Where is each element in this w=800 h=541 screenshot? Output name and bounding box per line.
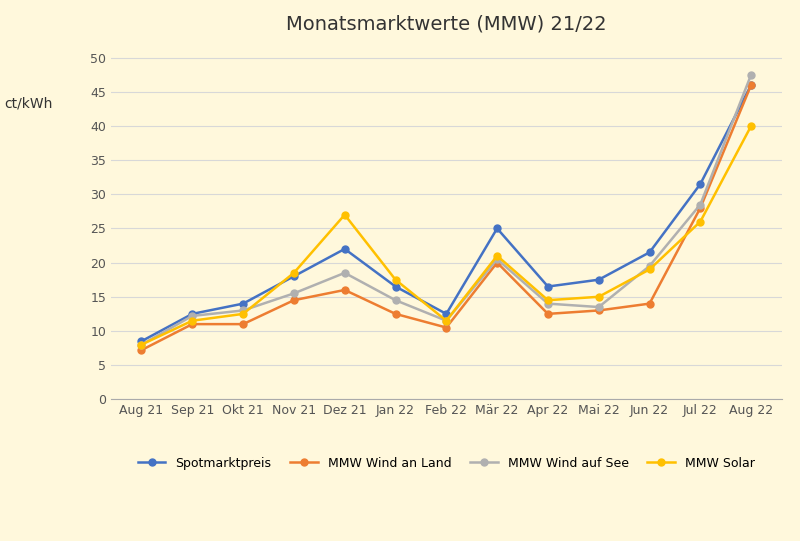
Spotmarktpreis	[289, 273, 298, 280]
MMW Wind auf See	[543, 300, 553, 307]
Legend: Spotmarktpreis, MMW Wind an Land, MMW Wind auf See, MMW Solar: Spotmarktpreis, MMW Wind an Land, MMW Wi…	[133, 452, 760, 475]
MMW Wind an Land	[746, 82, 756, 88]
Spotmarktpreis	[187, 311, 197, 317]
Spotmarktpreis	[390, 283, 400, 290]
MMW Wind an Land	[695, 204, 705, 211]
Spotmarktpreis	[746, 82, 756, 88]
Text: ct/kWh: ct/kWh	[4, 97, 52, 111]
MMW Wind an Land	[289, 297, 298, 304]
Spotmarktpreis	[340, 246, 350, 252]
MMW Solar	[492, 253, 502, 259]
MMW Wind an Land	[594, 307, 603, 314]
Spotmarktpreis	[594, 276, 603, 283]
MMW Solar	[340, 212, 350, 218]
MMW Wind an Land	[137, 347, 146, 353]
Line: MMW Wind auf See: MMW Wind auf See	[138, 71, 754, 348]
MMW Solar	[442, 318, 451, 324]
MMW Wind an Land	[238, 321, 248, 327]
MMW Wind auf See	[390, 297, 400, 304]
Line: MMW Solar: MMW Solar	[138, 122, 754, 348]
Spotmarktpreis	[645, 249, 654, 255]
MMW Solar	[746, 123, 756, 129]
MMW Wind auf See	[645, 263, 654, 269]
MMW Wind an Land	[492, 259, 502, 266]
MMW Solar	[543, 297, 553, 304]
MMW Wind auf See	[442, 318, 451, 324]
MMW Wind auf See	[238, 307, 248, 314]
MMW Solar	[187, 318, 197, 324]
MMW Wind auf See	[492, 256, 502, 262]
Spotmarktpreis	[238, 300, 248, 307]
MMW Wind auf See	[289, 290, 298, 296]
MMW Wind auf See	[746, 71, 756, 78]
Line: Spotmarktpreis: Spotmarktpreis	[138, 82, 754, 345]
MMW Solar	[645, 266, 654, 273]
MMW Wind an Land	[187, 321, 197, 327]
MMW Solar	[695, 219, 705, 225]
MMW Wind auf See	[187, 313, 197, 319]
MMW Wind auf See	[137, 341, 146, 348]
MMW Wind an Land	[645, 300, 654, 307]
MMW Solar	[289, 269, 298, 276]
MMW Solar	[238, 311, 248, 317]
Spotmarktpreis	[442, 311, 451, 317]
Spotmarktpreis	[543, 283, 553, 290]
MMW Solar	[390, 276, 400, 283]
MMW Wind an Land	[543, 311, 553, 317]
Title: Monatsmarktwerte (MMW) 21/22: Monatsmarktwerte (MMW) 21/22	[286, 15, 606, 34]
Spotmarktpreis	[695, 181, 705, 187]
MMW Wind an Land	[390, 311, 400, 317]
MMW Wind auf See	[594, 304, 603, 311]
MMW Wind an Land	[442, 324, 451, 331]
MMW Wind an Land	[340, 287, 350, 293]
MMW Wind auf See	[340, 269, 350, 276]
Spotmarktpreis	[137, 338, 146, 345]
Spotmarktpreis	[492, 225, 502, 232]
MMW Wind auf See	[695, 201, 705, 208]
MMW Solar	[594, 294, 603, 300]
Line: MMW Wind an Land: MMW Wind an Land	[138, 82, 754, 354]
MMW Solar	[137, 341, 146, 348]
